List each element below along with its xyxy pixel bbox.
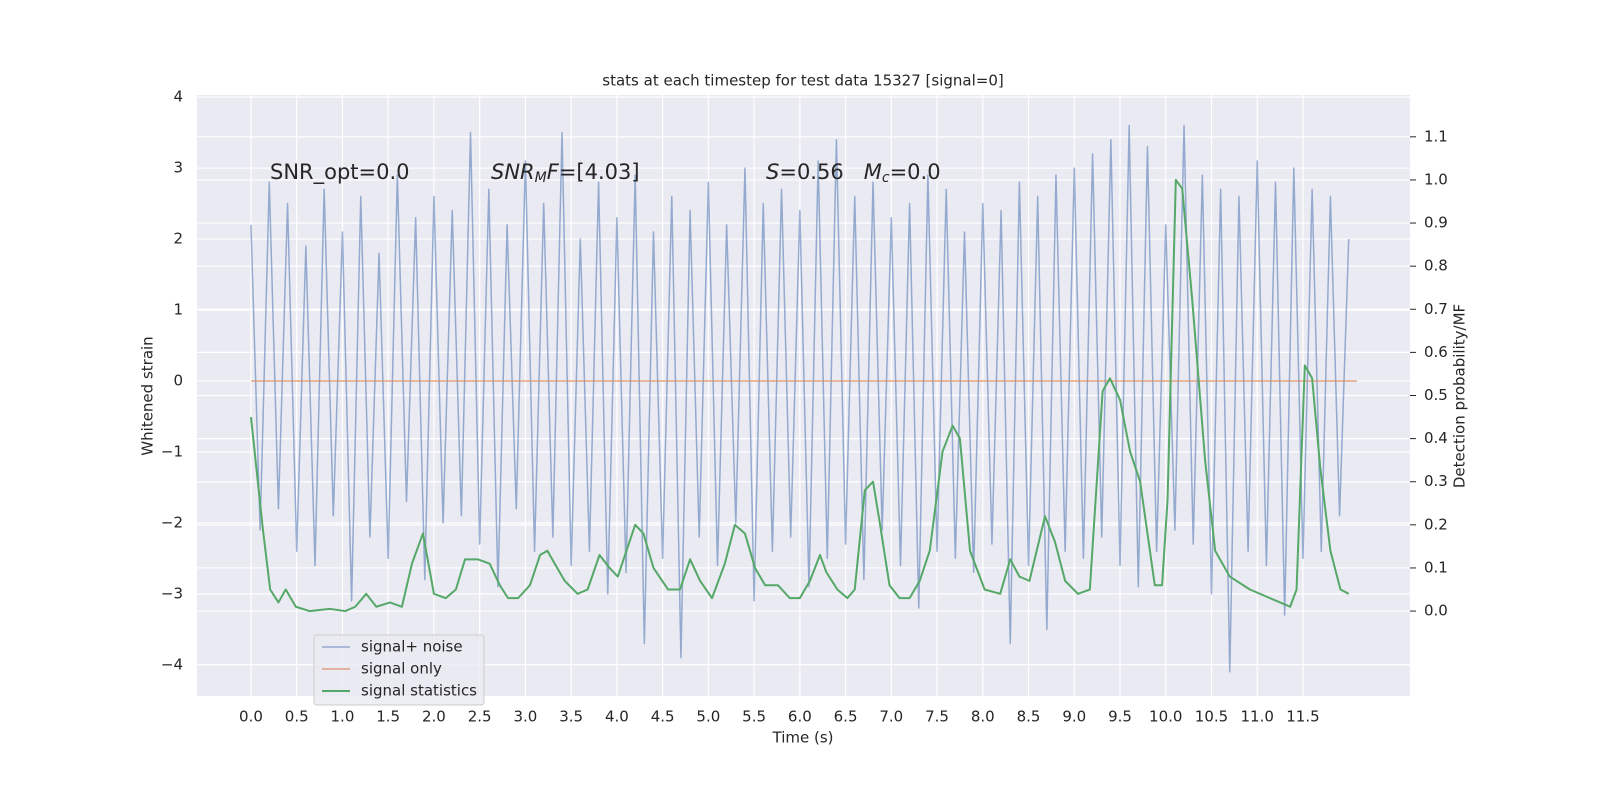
annotation: S=0.56 Mc=0.0 <box>766 160 941 186</box>
series-line <box>250 124 1350 673</box>
legend-label: signal+ noise <box>361 638 463 656</box>
y2-tick-label: 0.6 <box>1424 343 1448 361</box>
annotation-part: SNR_opt=0.0 <box>270 160 410 185</box>
series-line <box>249 178 1350 613</box>
y2-tick-label: 1.0 <box>1424 170 1448 188</box>
x-tick-label: 7.5 <box>925 708 949 726</box>
y-axis-label: Whitened strain <box>139 336 157 455</box>
chart-title: stats at each timestep for test data 153… <box>602 72 1003 90</box>
x-tick-label: 1.0 <box>331 708 355 726</box>
legend-label: signal only <box>361 660 442 678</box>
annotation-part: M <box>864 160 882 184</box>
y2-tick-label: 0.8 <box>1424 257 1448 275</box>
y-tick-label: 1 <box>173 300 183 318</box>
x-tick-label: 6.5 <box>834 708 858 726</box>
annotation-part: M <box>535 170 547 186</box>
legend-label: signal statistics <box>361 682 477 700</box>
x-tick-label: 6.0 <box>788 708 812 726</box>
annotation: SNRMF=[4.03] <box>491 160 640 186</box>
annotation-part: =0.56 <box>779 160 863 184</box>
x-tick-label: 1.5 <box>376 708 400 726</box>
y2-tick-label: 1.1 <box>1424 127 1448 145</box>
x-tick-label: 3.5 <box>559 708 583 726</box>
y2-tick-label: 0.3 <box>1424 472 1448 490</box>
annotation: SNR_opt=0.0 <box>270 160 410 185</box>
x-tick-label: 8.5 <box>1017 708 1041 726</box>
x-tick-label: 8.0 <box>971 708 995 726</box>
y2-axis-label: Detection probability/MF <box>1451 304 1469 488</box>
annotation-part: S <box>766 160 779 184</box>
y-tick-label: −4 <box>161 655 183 673</box>
x-tick-label: 10.5 <box>1195 708 1228 726</box>
y2-tick-label: 0.5 <box>1424 386 1448 404</box>
x-tick-label: 2.0 <box>422 708 446 726</box>
annotation-part: c <box>882 170 890 186</box>
x-tick-label: 3.0 <box>513 708 537 726</box>
x-tick-label: 4.5 <box>651 708 675 726</box>
y2-tick-label: 0.9 <box>1424 214 1448 232</box>
y-tick-label: −1 <box>161 442 183 460</box>
x-tick-label: 5.5 <box>742 708 766 726</box>
x-tick-label: 7.0 <box>879 708 903 726</box>
x-tick-label: 5.0 <box>696 708 720 726</box>
x-tick-label: 9.5 <box>1108 708 1132 726</box>
y2-tick-label: 0.4 <box>1424 429 1448 447</box>
y2-tick-label: 0.1 <box>1424 558 1448 576</box>
y-tick-label: 2 <box>173 230 183 248</box>
x-tick-label: 2.5 <box>468 708 492 726</box>
y-tick-label: −3 <box>161 584 183 602</box>
grid <box>197 95 1410 696</box>
x-tick-label: 0.0 <box>239 708 263 726</box>
x-tick-label: 11.0 <box>1241 708 1274 726</box>
x-tick-label: 10.0 <box>1149 708 1182 726</box>
x-tick-label: 4.0 <box>605 708 629 726</box>
annotation-part: =[4.03] <box>559 160 640 184</box>
x-tick-label: 11.5 <box>1286 708 1319 726</box>
y-tick-label: 3 <box>173 159 183 177</box>
y2-tick-label: 0.0 <box>1424 602 1448 620</box>
y-tick-label: −2 <box>161 513 183 531</box>
y2-tick-label: 0.2 <box>1424 515 1448 533</box>
annotation-part: F <box>547 160 560 184</box>
annotation-part: =0.0 <box>890 160 941 184</box>
labels: 0.0 0.5 1.0 1.5 2.0 2.5 3.0 3.5 4.0 4.5 5.0 5.5 6.0 6… <box>161 88 1448 726</box>
annotation-part: SNR <box>491 160 535 184</box>
y2-tick-label: 0.7 <box>1424 300 1448 318</box>
legend-box <box>313 634 485 706</box>
y-tick-label: 0 <box>173 371 183 389</box>
legend: signal+ noise signal only signal statistic… <box>313 634 485 706</box>
x-axis-label: Time (s) <box>772 729 834 747</box>
y-tick-label: 4 <box>173 88 183 106</box>
x-tick-label: 0.5 <box>285 708 309 726</box>
x-tick-label: 9.0 <box>1062 708 1086 726</box>
marks <box>249 124 1357 673</box>
